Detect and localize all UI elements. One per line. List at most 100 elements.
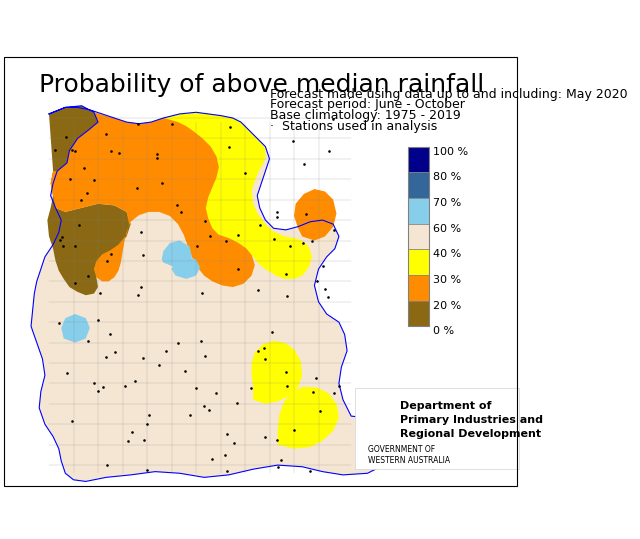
Point (321, 285, 331, 294)
Point (299, 160, 309, 168)
Point (61, 369, 72, 377)
Point (272, 436, 282, 444)
Point (316, 406, 326, 415)
Point (180, 367, 191, 375)
Point (255, 220, 265, 229)
Point (465, 417, 476, 425)
Point (109, 348, 120, 356)
Point (129, 376, 140, 385)
Point (185, 411, 195, 420)
Point (259, 343, 269, 352)
Text: ·  Stations used in analysis: · Stations used in analysis (269, 120, 436, 133)
Point (281, 368, 291, 377)
Point (58, 241, 68, 250)
Point (102, 460, 112, 469)
Bar (408, 147, 429, 326)
Point (224, 143, 234, 151)
Point (132, 120, 143, 128)
Point (172, 201, 182, 209)
Point (259, 432, 269, 441)
Point (138, 354, 148, 362)
Point (132, 183, 142, 192)
Point (246, 384, 257, 392)
Point (253, 286, 264, 294)
Text: 70 %: 70 % (433, 198, 461, 208)
Text: Forecast made using data up to and including: May 2020: Forecast made using data up to and inclu… (269, 88, 627, 101)
Point (93, 315, 104, 324)
Point (312, 277, 322, 285)
Text: 20 %: 20 % (433, 301, 461, 310)
Point (74, 220, 84, 229)
Point (191, 241, 202, 250)
Point (127, 428, 137, 437)
Point (55, 236, 65, 244)
Bar (408, 275, 429, 301)
Point (105, 330, 115, 338)
Point (273, 463, 283, 472)
Point (280, 270, 291, 278)
Point (221, 430, 232, 438)
Point (93, 387, 104, 396)
Polygon shape (163, 112, 312, 279)
Point (175, 208, 186, 216)
Text: Department of
Primary Industries and
Regional Development: Department of Primary Industries and Reg… (400, 402, 543, 439)
Point (271, 213, 282, 222)
Point (123, 437, 133, 445)
Point (102, 257, 112, 265)
Text: 0 %: 0 % (433, 326, 454, 336)
Point (191, 384, 202, 392)
Point (271, 208, 282, 217)
Bar (408, 198, 429, 224)
Point (200, 352, 210, 361)
Polygon shape (392, 416, 437, 437)
Point (282, 382, 292, 391)
Point (205, 232, 216, 240)
Bar (408, 147, 429, 172)
Polygon shape (61, 314, 90, 343)
Point (276, 455, 286, 464)
Point (329, 389, 339, 398)
Point (69, 147, 79, 155)
Polygon shape (278, 386, 339, 449)
Point (260, 355, 271, 363)
Point (101, 353, 111, 362)
Point (154, 361, 164, 369)
Point (298, 238, 308, 247)
Point (222, 466, 232, 475)
Point (88, 378, 99, 387)
Point (372, 450, 382, 458)
Point (61, 133, 71, 141)
Point (79, 164, 90, 172)
Point (144, 411, 154, 419)
Text: 60 %: 60 % (433, 224, 461, 233)
Point (232, 265, 243, 273)
Point (70, 242, 81, 251)
Point (195, 337, 205, 345)
Point (461, 422, 472, 431)
Polygon shape (378, 423, 474, 469)
Point (328, 115, 338, 123)
Point (413, 422, 423, 431)
Point (426, 460, 436, 468)
Text: 40 %: 40 % (433, 249, 461, 259)
Point (282, 292, 292, 301)
Point (408, 423, 419, 431)
Text: Base climatology: 1975 - 2019: Base climatology: 1975 - 2019 (269, 109, 460, 122)
Point (460, 427, 470, 436)
Point (142, 419, 152, 428)
Point (301, 209, 311, 218)
Polygon shape (31, 106, 477, 481)
Point (67, 146, 77, 155)
Point (221, 237, 232, 246)
Text: 100 %: 100 % (433, 147, 468, 157)
Text: Forecast period: June - October: Forecast period: June - October (269, 99, 465, 112)
Point (136, 227, 147, 236)
Text: Probability of above median rainfall: Probability of above median rainfall (38, 73, 484, 97)
Point (240, 169, 250, 177)
Polygon shape (47, 106, 131, 295)
Text: 30 %: 30 % (433, 275, 461, 285)
Point (197, 288, 207, 297)
Bar (408, 172, 429, 198)
Point (463, 426, 473, 434)
Point (233, 231, 243, 239)
